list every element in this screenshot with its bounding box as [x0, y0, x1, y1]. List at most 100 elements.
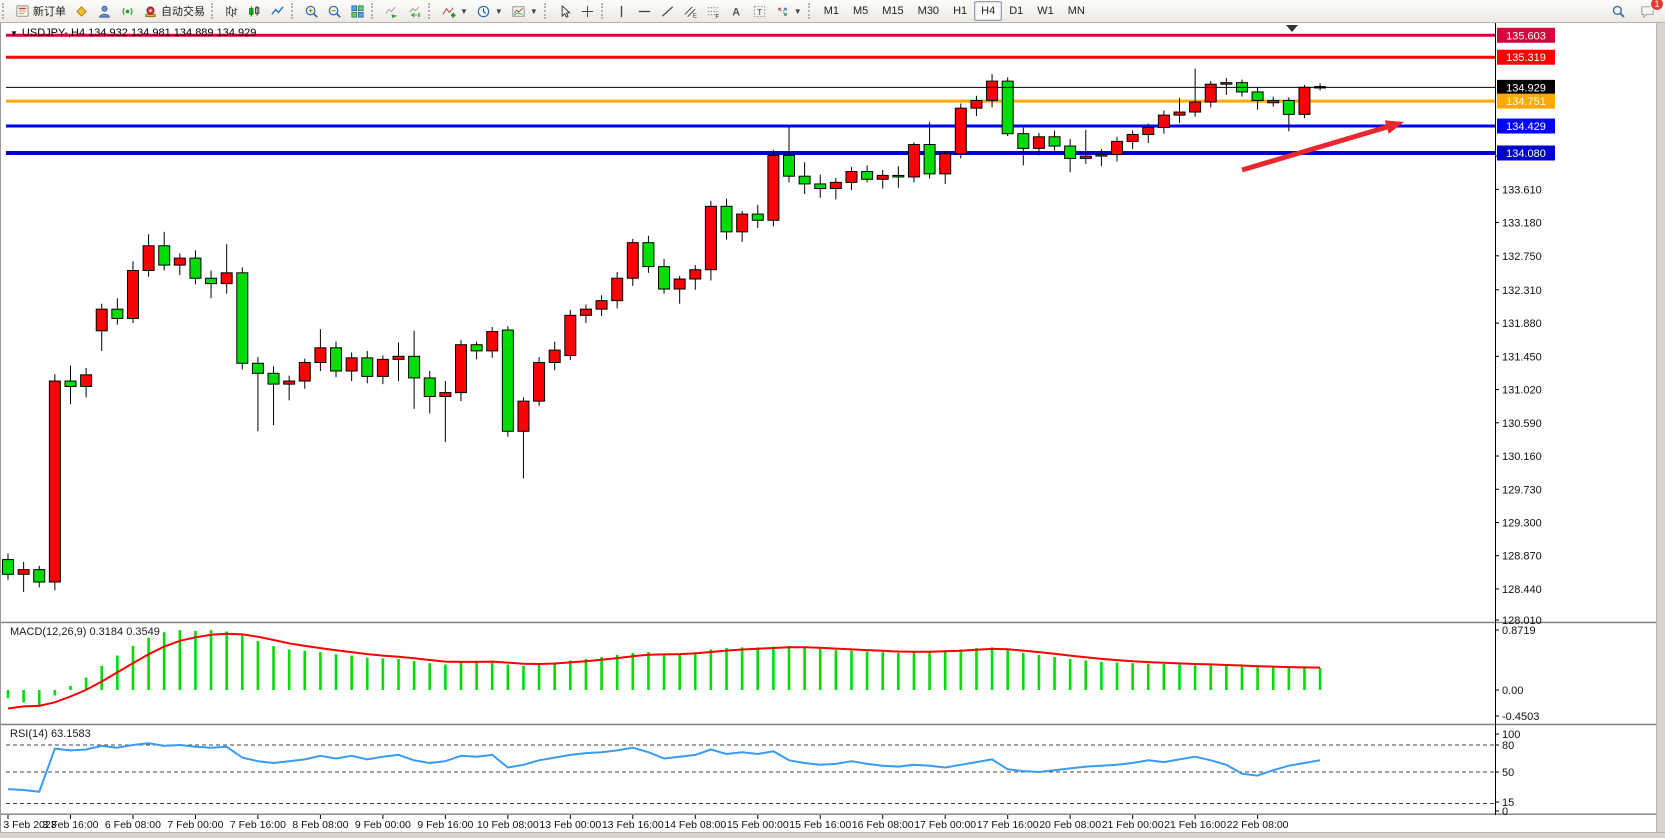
timeframe-d1-button[interactable]: D1 [1009, 5, 1024, 17]
svg-text:14 Feb 08:00: 14 Feb 08:00 [664, 819, 726, 831]
text-button[interactable]: A [725, 0, 748, 22]
templates-icon [511, 4, 526, 19]
rsi-value: 63.1583 [50, 728, 91, 740]
timeframe-m15-button[interactable]: M15 [882, 5, 904, 17]
new-order-icon [15, 4, 30, 19]
svg-text:13 Feb 16:00: 13 Feb 16:00 [602, 819, 664, 831]
metaeditor-button[interactable] [70, 0, 93, 22]
trend-arrow-annotation[interactable] [1241, 120, 1404, 173]
timeframe-m30-button[interactable]: M30 [917, 5, 940, 17]
svg-text:E: E [693, 12, 697, 18]
svg-text:133.610: 133.610 [1502, 184, 1542, 196]
vertical-line-button[interactable] [610, 0, 633, 22]
timeframe-h1-button[interactable]: H1 [953, 5, 968, 17]
svg-text:7 Feb 00:00: 7 Feb 00:00 [167, 819, 223, 831]
window-right-edge [1656, 22, 1665, 838]
signals-button[interactable] [116, 0, 139, 22]
price-axis: 134.040133.610133.180132.750132.310131.8… [1495, 151, 1542, 627]
autotrading-icon [143, 4, 158, 19]
chart-shift-marker[interactable] [1286, 25, 1298, 32]
tile-windows-button[interactable] [346, 0, 369, 22]
horizontal-line-button[interactable] [633, 0, 656, 22]
chevron-down-icon[interactable]: ▼ [529, 6, 538, 16]
periods-button[interactable]: ▼ [472, 0, 507, 22]
new-order-button[interactable]: 新订单 [11, 0, 70, 22]
toolbar-grip [428, 3, 433, 19]
svg-text:128.440: 128.440 [1502, 584, 1542, 596]
auto-scroll-icon [384, 4, 399, 19]
cursor-button[interactable] [553, 0, 576, 22]
templates-button[interactable]: ▼ [507, 0, 542, 22]
chevron-down-icon[interactable]: ▼ [494, 6, 503, 16]
bar-chart-button[interactable] [220, 0, 243, 22]
svg-text:-0.4503: -0.4503 [1502, 711, 1539, 723]
macd-name: MACD(12,26,9) [10, 626, 87, 638]
svg-text:17 Feb 00:00: 17 Feb 00:00 [914, 819, 976, 831]
svg-text:10 Feb 08:00: 10 Feb 08:00 [477, 819, 539, 831]
svg-text:130.160: 130.160 [1502, 451, 1542, 463]
fibonacci-button[interactable]: F [702, 0, 725, 22]
equidistant-channel-button[interactable]: E [679, 0, 702, 22]
trendline-button[interactable] [656, 0, 679, 22]
chevron-down-icon[interactable]: ▼ [793, 6, 802, 16]
timeframe-m1-button[interactable]: M1 [823, 5, 839, 17]
zoom-out-button[interactable] [323, 0, 346, 22]
search-button[interactable] [1607, 0, 1630, 22]
auto-scroll-button[interactable] [380, 0, 403, 22]
svg-text:133.180: 133.180 [1502, 218, 1542, 230]
fibonacci-icon: F [706, 4, 721, 19]
rsi-indicator-label: RSI(14) 63.1583 [10, 728, 91, 740]
tile-windows-icon [350, 4, 365, 19]
svg-text:135.319: 135.319 [1506, 52, 1546, 64]
bar-chart-icon [224, 4, 239, 19]
one-click-trading-arrow[interactable]: ▼ [10, 28, 18, 38]
zoom-in-button[interactable] [300, 0, 323, 22]
text-label-button[interactable]: T [748, 0, 771, 22]
new-order-button-label: 新订单 [33, 6, 66, 18]
arrows-button[interactable]: ▼ [771, 0, 806, 22]
timeframe-mn-button[interactable]: MN [1067, 5, 1085, 17]
indicators-button[interactable]: ▼ [437, 0, 472, 22]
horizontal-price-lines[interactable] [6, 33, 1495, 155]
crosshair-button[interactable] [576, 0, 599, 22]
text-label-icon: T [752, 4, 767, 19]
chart-title: USDJPY-,H4 134.932 134.981 134.889 134.9… [21, 27, 257, 39]
candlestick-chart-icon [247, 4, 262, 19]
chart-shift-button[interactable] [403, 0, 426, 22]
periods-icon [476, 4, 491, 19]
candlestick-chart-button[interactable] [243, 0, 266, 22]
svg-text:129.730: 129.730 [1502, 484, 1542, 496]
line-chart-button[interactable] [266, 0, 289, 22]
svg-text:9 Feb 00:00: 9 Feb 00:00 [355, 819, 411, 831]
macd-signal-value: 0.3549 [126, 626, 160, 638]
timeframe-m5-button[interactable]: M5 [852, 5, 869, 17]
metaeditor-icon [74, 4, 89, 19]
svg-text:T: T [757, 6, 762, 16]
svg-text:131.450: 131.450 [1502, 351, 1542, 363]
svg-text:132.310: 132.310 [1502, 285, 1542, 297]
svg-text:3 Feb 2023: 3 Feb 2023 [3, 819, 56, 831]
svg-text:3 Feb 16:00: 3 Feb 16:00 [42, 819, 98, 831]
chart-title-row: ▼ USDJPY-,H4 134.932 134.981 134.889 134… [10, 27, 256, 39]
price-chart[interactable]: 134.040133.610133.180132.750132.310131.8… [0, 22, 1665, 838]
price-label-badge [1497, 118, 1555, 134]
notifications-button[interactable]: 1 [1636, 0, 1664, 22]
search-icon [1611, 4, 1626, 19]
svg-text:129.300: 129.300 [1502, 517, 1542, 529]
toolbar-grip [291, 3, 296, 19]
chevron-down-icon[interactable]: ▼ [460, 6, 468, 16]
timeframe-h4-button[interactable]: H4 [974, 1, 1003, 21]
market-watch-button[interactable] [93, 0, 116, 22]
svg-text:16 Feb 08:00: 16 Feb 08:00 [852, 819, 914, 831]
svg-text:135.603: 135.603 [1506, 30, 1546, 42]
price-label-badge [1497, 93, 1555, 109]
svg-text:80: 80 [1502, 740, 1514, 752]
price-label-badge [1497, 27, 1555, 43]
toolbar-grip [807, 3, 813, 19]
svg-text:134.751: 134.751 [1506, 96, 1546, 108]
timeframe-w1-button[interactable]: W1 [1037, 5, 1054, 17]
autotrading-button[interactable]: 自动交易 [139, 0, 209, 22]
svg-text:134.429: 134.429 [1506, 121, 1546, 133]
